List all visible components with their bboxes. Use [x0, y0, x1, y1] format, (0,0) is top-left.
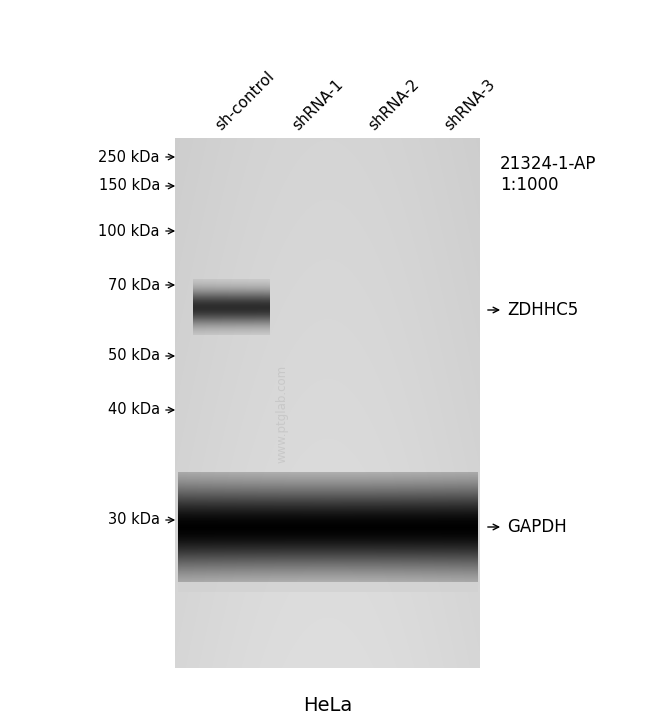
Text: shRNA-1: shRNA-1: [289, 76, 346, 133]
Text: 150 kDa: 150 kDa: [99, 179, 160, 194]
Text: 50 kDa: 50 kDa: [108, 348, 160, 364]
Text: HeLa: HeLa: [303, 696, 352, 715]
Text: 250 kDa: 250 kDa: [99, 150, 160, 164]
Text: 21324-1-AP
1:1000: 21324-1-AP 1:1000: [500, 155, 597, 194]
Text: 70 kDa: 70 kDa: [108, 277, 160, 292]
Text: 30 kDa: 30 kDa: [108, 513, 160, 528]
Text: shRNA-3: shRNA-3: [442, 76, 499, 133]
Text: shRNA-2: shRNA-2: [365, 76, 422, 133]
Text: 100 kDa: 100 kDa: [99, 223, 160, 238]
Text: ZDHHC5: ZDHHC5: [507, 301, 578, 319]
Text: www.ptglab.com: www.ptglab.com: [275, 364, 288, 463]
Text: 40 kDa: 40 kDa: [108, 402, 160, 418]
Text: sh-control: sh-control: [213, 68, 278, 133]
Text: GAPDH: GAPDH: [507, 518, 567, 536]
